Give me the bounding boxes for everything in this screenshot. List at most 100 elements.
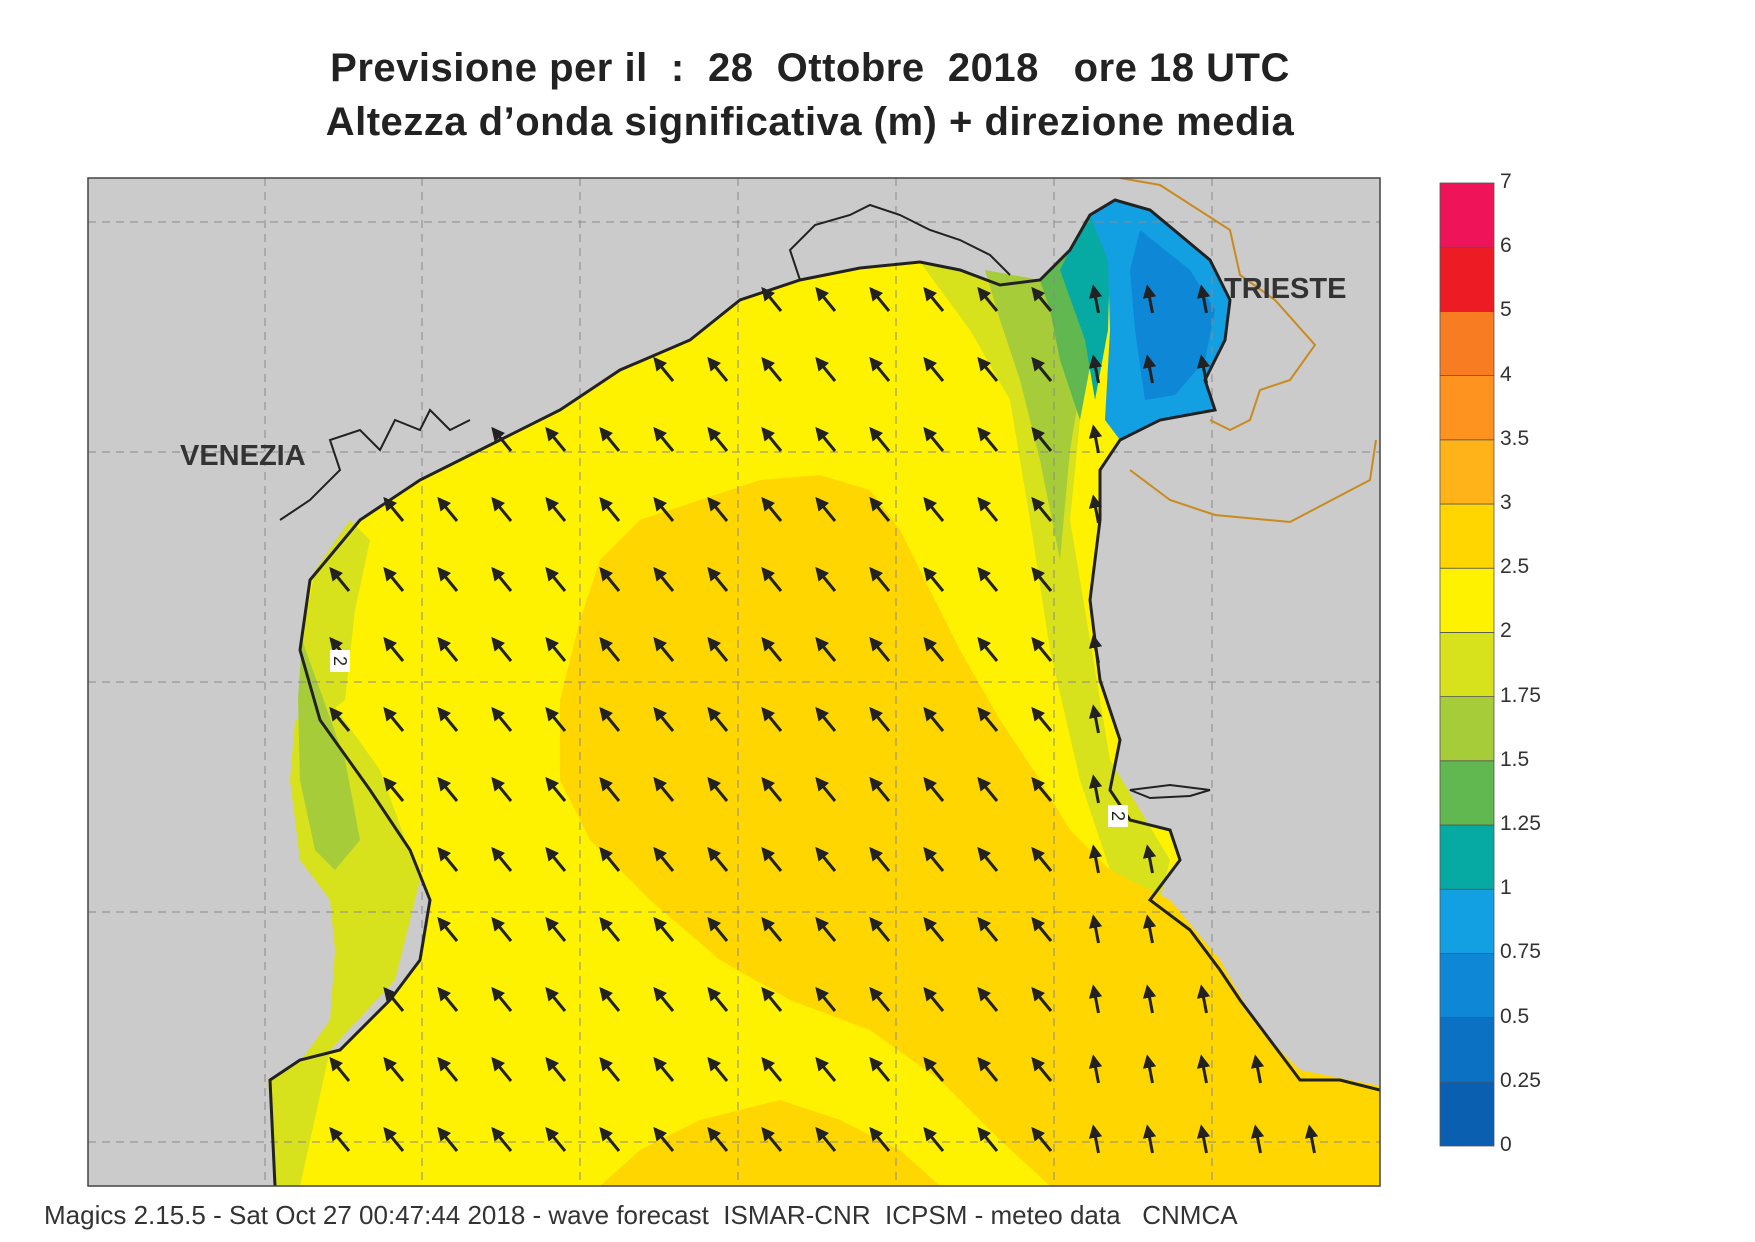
direction-arrow	[383, 566, 405, 592]
direction-arrow	[653, 846, 675, 872]
direction-arrow	[923, 846, 945, 872]
colorbar-label: 7	[1500, 170, 1512, 193]
direction-arrow	[869, 566, 891, 592]
colorbar-label: 5	[1500, 298, 1512, 322]
direction-arrow	[383, 1126, 405, 1152]
direction-arrow	[437, 846, 459, 872]
direction-arrow	[383, 986, 405, 1012]
direction-arrow	[815, 706, 837, 732]
direction-arrow	[599, 566, 621, 592]
direction-arrow	[1031, 776, 1053, 802]
direction-arrow	[761, 356, 783, 382]
direction-arrow	[1031, 846, 1053, 872]
footer-credits: Magics 2.15.5 - Sat Oct 27 00:47:44 2018…	[44, 1200, 1238, 1230]
direction-arrow	[707, 636, 729, 662]
direction-arrow	[599, 706, 621, 732]
direction-arrow	[437, 986, 459, 1012]
colorbar-label: 3.5	[1500, 426, 1530, 450]
direction-arrow	[653, 356, 675, 382]
direction-arrow	[977, 1056, 999, 1082]
colorbar-label: 2	[1500, 619, 1512, 643]
direction-arrow	[1196, 284, 1211, 314]
direction-arrow	[545, 566, 567, 592]
direction-arrow	[977, 356, 999, 382]
direction-arrow	[491, 636, 513, 662]
direction-arrow	[491, 1126, 513, 1152]
direction-arrow	[1088, 984, 1103, 1014]
direction-arrow	[923, 426, 945, 452]
direction-arrow	[923, 706, 945, 732]
direction-arrow	[1088, 1124, 1103, 1154]
direction-arrow	[491, 426, 513, 452]
colorbar-swatch	[1439, 310, 1495, 376]
direction-arrow	[1250, 1054, 1265, 1084]
direction-arrow	[1196, 984, 1211, 1014]
colorbar-label: 0.5	[1500, 1004, 1530, 1028]
coastline	[268, 198, 1380, 1186]
colorbar-label: 6	[1500, 234, 1512, 258]
direction-arrow	[1088, 494, 1103, 524]
direction-arrow	[1088, 424, 1103, 454]
direction-arrow	[869, 356, 891, 382]
direction-arrow	[761, 776, 783, 802]
direction-arrow	[869, 1126, 891, 1152]
direction-arrow	[599, 986, 621, 1012]
direction-arrow	[437, 706, 459, 732]
direction-arrow	[1196, 1054, 1211, 1084]
direction-arrow	[761, 1126, 783, 1152]
colorbar-label: 2.5	[1500, 555, 1530, 579]
direction-arrow	[653, 496, 675, 522]
title-line-1: Previsione per il : 28 Ottobre 2018 ore …	[330, 46, 1290, 90]
colorbar-swatch	[1439, 567, 1495, 633]
direction-arrow	[761, 566, 783, 592]
direction-arrow	[383, 636, 405, 662]
direction-arrow	[1088, 1054, 1103, 1084]
colorbar-label: 4	[1500, 362, 1512, 386]
colorbar-swatch	[1439, 888, 1495, 954]
direction-arrow	[1088, 914, 1103, 944]
svg-text:2: 2	[330, 656, 350, 666]
colorbar-label: 0.25	[1500, 1068, 1541, 1092]
direction-arrow	[1142, 914, 1157, 944]
direction-arrow	[653, 776, 675, 802]
direction-arrow	[977, 986, 999, 1012]
direction-arrow	[707, 706, 729, 732]
direction-arrow	[815, 426, 837, 452]
direction-arrow	[599, 1056, 621, 1082]
direction-arrow	[977, 286, 999, 312]
direction-arrow	[815, 1056, 837, 1082]
colorbar-swatch	[1439, 632, 1495, 698]
direction-arrow	[545, 1056, 567, 1082]
direction-arrow	[1142, 984, 1157, 1014]
direction-arrow	[761, 1056, 783, 1082]
direction-arrow	[707, 986, 729, 1012]
direction-arrow	[977, 846, 999, 872]
direction-arrow	[761, 916, 783, 942]
direction-arrow	[1196, 1124, 1211, 1154]
direction-arrow	[437, 1056, 459, 1082]
direction-arrow	[707, 1056, 729, 1082]
direction-arrow	[437, 1126, 459, 1152]
core-25-3	[560, 475, 1380, 1186]
direction-arrow	[869, 706, 891, 732]
direction-arrow	[761, 846, 783, 872]
direction-arrow	[761, 426, 783, 452]
direction-arrow	[815, 566, 837, 592]
lagoon-islands	[279, 408, 471, 521]
direction-arrow	[869, 986, 891, 1012]
direction-arrow	[815, 356, 837, 382]
title-line-2: Altezza d’onda significativa (m) + direz…	[325, 100, 1295, 144]
direction-arrow	[437, 636, 459, 662]
direction-arrow	[923, 986, 945, 1012]
direction-arrow	[1031, 286, 1053, 312]
direction-arrow	[815, 636, 837, 662]
colorbar-label: 0	[1500, 1133, 1512, 1156]
city-label-trieste: TRIESTE	[1224, 273, 1347, 305]
direction-arrow	[383, 1056, 405, 1082]
svg-text:2: 2	[1108, 811, 1128, 821]
direction-arrow	[815, 986, 837, 1012]
direction-arrow	[1088, 704, 1103, 734]
direction-arrow	[977, 496, 999, 522]
direction-arrow	[1031, 496, 1053, 522]
direction-arrow	[815, 846, 837, 872]
